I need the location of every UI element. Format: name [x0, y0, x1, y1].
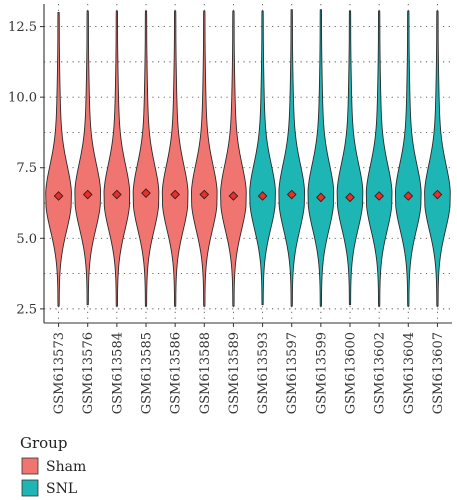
x-tick-label: GSM613573 [52, 332, 67, 414]
legend-label-sham: Sham [46, 459, 86, 475]
mean-marker-GSM613602 [374, 191, 384, 201]
violin-GSM613597 [278, 9, 306, 307]
violin-GSM613600 [336, 10, 364, 306]
y-tick-label: 10.0 [8, 91, 37, 106]
x-tick-label: GSM613589 [227, 332, 242, 414]
x-tick-label: GSM613584 [110, 332, 125, 414]
mean-marker-GSM613585 [141, 188, 151, 198]
y-tick-labels: 2.5 5.0 7.5 10.0 12.5 [8, 20, 37, 317]
mean-marker-GSM613573 [53, 191, 64, 201]
x-tick-labels: GSM613573 GSM613576 GSM613584 GSM613585 GSM6… [52, 332, 446, 414]
x-tick-label: GSM613585 [140, 332, 155, 414]
violin-GSM613586 [161, 10, 189, 307]
violins [45, 9, 451, 307]
legend-title: Group [20, 434, 67, 452]
violin-GSM613604 [394, 10, 422, 307]
mean-marker-GSM613599 [316, 192, 326, 203]
violin-GSM613599 [307, 9, 335, 307]
x-tick-label: GSM613604 [402, 332, 417, 414]
y-tick-label: 7.5 [16, 161, 37, 176]
grid-lines [44, 4, 452, 323]
axes [40, 4, 452, 327]
x-tick-label: GSM613602 [373, 332, 388, 414]
mean-marker-GSM613589 [228, 191, 239, 201]
legend-label-snl: SNL [46, 481, 77, 497]
mean-marker-GSM613576 [82, 189, 93, 200]
mean-marker-GSM613586 [170, 189, 180, 200]
x-tick-label: GSM613588 [198, 332, 213, 414]
x-tick-label: GSM613597 [285, 332, 300, 414]
violin-GSM613589 [220, 10, 247, 307]
mean-marker-GSM613593 [257, 191, 268, 201]
y-tick-label: 12.5 [8, 20, 37, 35]
x-tick-label: GSM613576 [81, 332, 96, 414]
legend-swatch-snl [21, 479, 39, 497]
y-tick-label: 2.5 [16, 302, 37, 317]
violin-GSM613585 [132, 10, 160, 307]
x-tick-label: GSM613593 [256, 332, 271, 414]
violin-GSM613593 [249, 10, 276, 306]
violin-GSM613607 [424, 10, 451, 307]
violin-GSM613584 [103, 10, 131, 307]
violin-GSM613588 [190, 10, 218, 307]
legend-swatch-sham [21, 457, 39, 475]
x-tick-label: GSM613599 [314, 332, 329, 414]
legend: Group Sham SNL [20, 434, 86, 497]
mean-marker-GSM613600 [345, 192, 355, 203]
mean-marker-GSM613604 [403, 191, 414, 201]
mean-marker-GSM613597 [286, 189, 297, 200]
violin-GSM613576 [74, 10, 102, 306]
violin-GSM613602 [365, 10, 393, 307]
violin-GSM613573 [45, 12, 72, 307]
x-tick-label: GSM613600 [344, 332, 359, 414]
mean-marker-GSM613607 [432, 189, 443, 200]
mean-marker-GSM613588 [199, 189, 210, 200]
y-tick-label: 5.0 [16, 232, 37, 247]
mean-marker-GSM613584 [112, 189, 122, 200]
x-tick-label: GSM613586 [169, 332, 184, 414]
x-tick-label: GSM613607 [431, 332, 446, 414]
